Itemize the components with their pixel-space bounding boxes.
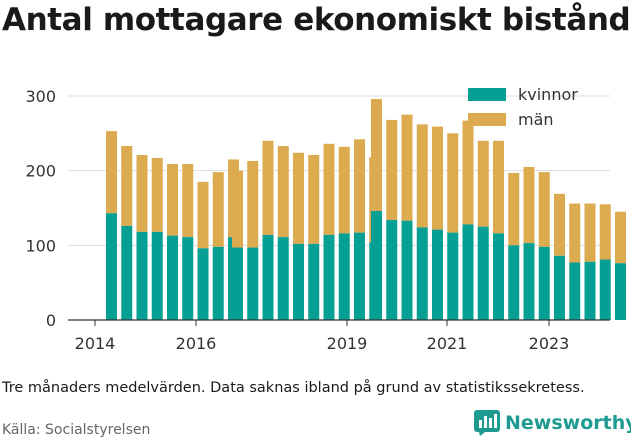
bar-kvinnor — [247, 247, 259, 320]
bar-kvinnor — [121, 225, 133, 320]
y-tick-label: 0 — [46, 311, 56, 330]
bar-man — [447, 133, 459, 233]
chart-note: Tre månaders medelvärden. Data saknas ib… — [2, 380, 585, 396]
bar-man — [308, 154, 320, 244]
bar-kvinnor — [477, 226, 489, 320]
bar-kvinnor — [323, 234, 335, 320]
bars — [106, 98, 626, 320]
bar-kvinnor — [462, 224, 474, 320]
bar-kvinnor — [277, 237, 289, 320]
bar-man — [136, 154, 148, 232]
bar-man — [121, 146, 133, 226]
bar-man — [151, 157, 163, 232]
bar-man — [615, 211, 626, 264]
x-tick-label: 2021 — [427, 334, 468, 353]
legend-label: kvinnor — [518, 85, 578, 104]
bar-kvinnor — [293, 243, 304, 320]
source-credit: Källa: Socialstyrelsen — [2, 422, 151, 438]
legend-swatch — [468, 113, 506, 126]
x-tick-label: 2019 — [327, 334, 368, 353]
bar-kvinnor — [338, 233, 350, 320]
brand-name: Newsworthy — [505, 412, 631, 434]
bar-man — [416, 124, 428, 228]
bar-man — [277, 146, 289, 238]
bar-kvinnor — [432, 229, 443, 320]
bar-kvinnor — [386, 219, 398, 320]
bar-kvinnor — [151, 231, 163, 320]
bar-man — [232, 170, 243, 248]
y-tick-label: 300 — [25, 87, 56, 106]
bar-kvinnor — [508, 245, 520, 320]
legend-swatch — [468, 88, 506, 101]
bar-man — [554, 193, 565, 256]
bar-man — [338, 146, 350, 234]
bar-kvinnor — [599, 259, 611, 320]
bar-kvinnor — [523, 243, 535, 320]
bar-kvinnor — [401, 220, 413, 320]
x-tick-label: 2014 — [75, 334, 116, 353]
bar-kvinnor — [354, 232, 365, 320]
bar-man — [167, 163, 178, 236]
x-tick-label: 2016 — [176, 334, 217, 353]
bar-kvinnor — [197, 248, 209, 320]
bar-man — [599, 204, 611, 260]
bar-man — [401, 114, 413, 221]
newsworthy-logo[interactable]: Newsworthy — [474, 408, 631, 438]
bar-man — [247, 160, 259, 248]
bar-man — [106, 131, 117, 214]
bar-kvinnor — [106, 213, 117, 320]
bar-kvinnor — [569, 262, 581, 320]
y-tick-label: 100 — [25, 236, 56, 255]
bar-man — [569, 203, 581, 263]
bar-kvinnor — [416, 227, 428, 320]
bar-kvinnor — [584, 261, 596, 320]
bar-man — [508, 172, 520, 246]
bar-kvinnor — [182, 237, 194, 320]
bar-man — [293, 152, 304, 244]
bar-man — [262, 140, 274, 235]
bar-man — [212, 172, 224, 247]
legend-label: män — [518, 110, 554, 129]
bar-man — [323, 143, 335, 235]
bar-kvinnor — [167, 235, 178, 320]
chart-title: Antal mottagare ekonomiskt bistånd — [2, 2, 631, 38]
x-tick-label: 2023 — [529, 334, 570, 353]
bar-kvinnor — [554, 255, 565, 320]
bar-kvinnor — [615, 263, 626, 320]
bar-kvinnor — [538, 246, 550, 320]
bar-man — [493, 140, 504, 234]
bar-kvinnor — [493, 233, 504, 320]
bar-kvinnor — [212, 246, 224, 320]
bar-man — [386, 119, 398, 220]
bar-man — [432, 126, 443, 230]
x-axis: 2014 2016 2019 2021 2023 — [68, 319, 610, 353]
bar-man — [523, 166, 535, 244]
bar-man — [584, 203, 596, 262]
bar-kvinnor — [232, 247, 243, 320]
legend: kvinnor män — [468, 85, 578, 129]
bar-man — [462, 120, 474, 225]
stacked-bar-chart: 0 100 200 300 2014 2016 2019 2021 2023 kvinnor m… — [25, 85, 626, 353]
y-tick-label: 200 — [25, 162, 56, 181]
bar-chart-logo-icon — [474, 410, 500, 436]
bar-kvinnor — [136, 231, 148, 320]
bar-man — [354, 139, 365, 233]
bar-kvinnor — [262, 234, 274, 320]
bar-kvinnor — [308, 243, 320, 320]
bar-man — [197, 181, 209, 249]
bar-kvinnor — [447, 232, 459, 320]
bar-man — [477, 140, 489, 227]
bar-man — [182, 163, 194, 238]
y-axis-ticks: 0 100 200 300 — [25, 87, 56, 330]
bar-kvinnor — [371, 210, 382, 320]
bar-man — [538, 172, 550, 247]
bar-man — [371, 98, 382, 211]
